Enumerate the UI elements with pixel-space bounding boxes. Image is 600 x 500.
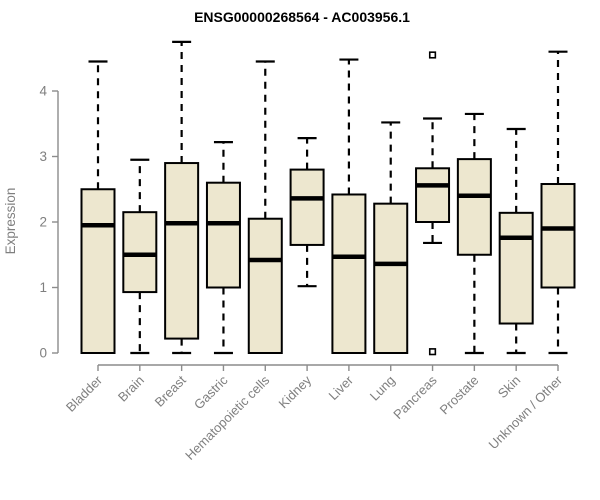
x-tick-label: Brain [115,373,147,405]
x-tick-label: Bladder [63,372,106,415]
box-rect [164,162,200,340]
boxplot-group [415,51,451,356]
x-tick-label: Prostate [437,373,482,418]
x-tick-label: Kidney [275,372,314,411]
chart-title: ENSG00000268564 - AC003956.1 [194,9,410,25]
x-tick-label: Breast [152,372,189,409]
boxplot-group [247,60,283,354]
boxplot-group [331,58,367,354]
box-rect [415,167,451,223]
y-tick-label: 1 [39,280,47,295]
box-rect [247,217,283,354]
boxplot-group [164,40,200,355]
y-tick-label: 2 [39,215,47,230]
x-tick-label: Liver [325,372,356,403]
y-axis-label: Expression [3,188,18,255]
boxplot-group [289,137,325,288]
box-rect [122,211,158,294]
box-rect [456,158,492,256]
box-rect [331,193,367,354]
boxplot-group [80,60,116,354]
box-rect [540,183,576,289]
box-rect [498,211,534,325]
boxplot-group [205,140,241,355]
boxplot-group [540,50,576,355]
box-rect [289,168,325,246]
box-rect [373,202,409,354]
outlier-point [428,51,437,59]
x-tick-label: Gastric [191,372,231,412]
boxplot-group [498,127,534,355]
box-rect [80,188,116,354]
x-tick-label: Lung [367,373,398,404]
box-rect [205,181,241,289]
y-tick-label: 3 [39,149,47,164]
boxplot-group [373,121,409,354]
outlier-point [428,348,437,356]
x-tick-label: Skin [495,373,523,401]
x-tick-label: Unknown / Other [486,372,566,452]
y-tick-label: 4 [39,84,47,99]
boxplot-group [456,112,492,355]
x-tick-label: Pancreas [390,372,440,422]
y-tick-label: 0 [39,346,47,361]
boxplot-group [122,158,158,355]
